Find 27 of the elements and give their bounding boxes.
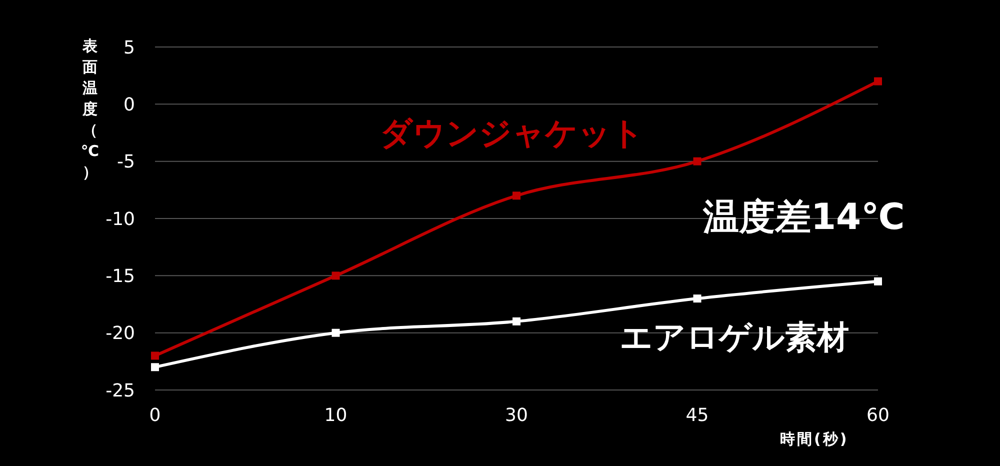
x-tick-label: 30 xyxy=(505,404,528,426)
point xyxy=(874,77,882,86)
x-tick-label: 0 xyxy=(149,404,161,426)
x-tick-label: 45 xyxy=(686,404,709,426)
y-tick-label: -15 xyxy=(106,266,135,288)
x-axis-title: 時間(秒) xyxy=(780,430,849,449)
x-tick-label: 10 xyxy=(324,404,348,426)
y-tick-label: 0 xyxy=(124,94,135,116)
y-tick-label: -10 xyxy=(106,208,135,230)
y-tick-label: 5 xyxy=(124,37,135,58)
point xyxy=(512,317,520,326)
point xyxy=(332,328,340,337)
y-axis-title: 表面温度（℃） xyxy=(80,36,100,183)
y-tick-label: -5 xyxy=(117,152,135,173)
point xyxy=(874,277,882,286)
point xyxy=(151,363,159,372)
point xyxy=(512,192,520,200)
point xyxy=(151,352,159,360)
annotation: 温度差14℃ xyxy=(703,196,905,240)
point xyxy=(693,294,702,303)
series-label: ダウンジャケット xyxy=(380,113,644,154)
series-label: エアロゲル素材 xyxy=(620,317,849,358)
point xyxy=(332,272,340,280)
y-tick-label: -25 xyxy=(106,380,135,402)
y-tick-label: -20 xyxy=(106,323,135,344)
x-tick-label: 60 xyxy=(866,404,890,426)
point xyxy=(693,157,702,166)
